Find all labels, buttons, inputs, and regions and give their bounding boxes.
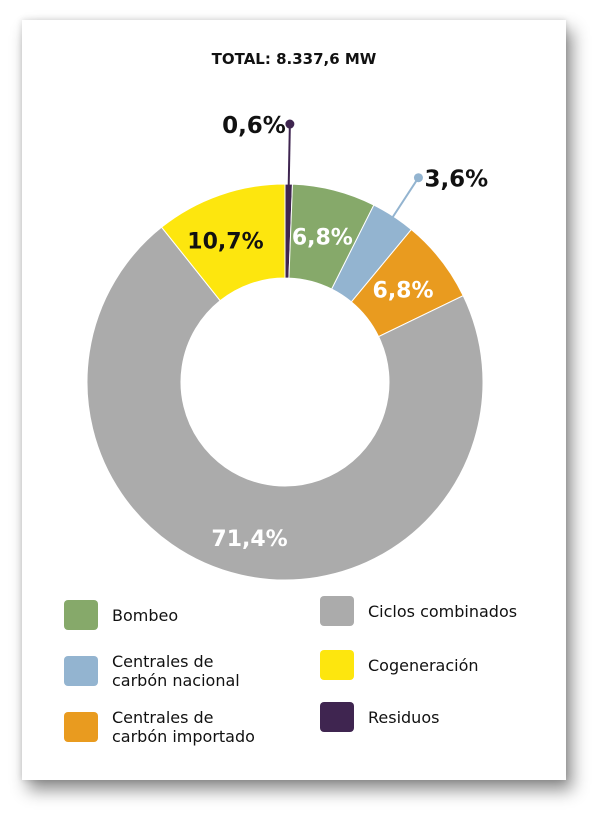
data-label-ciclos-combinados: 71,4% [211,527,287,552]
legend-item-bombeo: Bombeo [64,600,302,630]
legend-label-carbon-importado: Centrales de carbón importado [112,708,255,746]
leader-dot-centrales-de-carbon-nacional [413,173,423,183]
legend-item-cogeneracion: Cogeneración [320,650,558,680]
chart-title: TOTAL: 8.337,6 MW [211,50,377,68]
leader-line-centrales-de-carbon-nacional [389,177,420,222]
leader-line-residuos [287,124,291,191]
legend-swatch-carbon-importado [64,712,98,742]
legend-item-residuos: Residuos [320,702,558,732]
slice-ciclos-combinados [86,226,484,580]
legend-swatch-bombeo [64,600,98,630]
legend-item-carbon-importado: Centrales de carbón importado [64,708,302,746]
legend-swatch-residuos [320,702,354,732]
donut-chart: 0,6% 6,8% 3,6% 6,8% 71,4% 10,7% [86,113,488,580]
leader-dot-residuos [285,119,295,129]
data-label-centrales-de-carbon-importado: 6,8% [373,278,434,303]
legend-label-residuos: Residuos [368,707,440,727]
data-label-cogeneracion: 10,7% [187,229,263,254]
legend-swatch-carbon-nacional [64,656,98,686]
slice-cogeneracion [160,183,286,302]
legend-label-cogeneracion: Cogeneración [368,655,479,675]
chart-card: TOTAL: 8.337,6 MW 0,6% 6,8% 3,6% 6,8% 71,4% 1… [22,20,566,780]
data-label-bombeo: 6,8% [292,226,353,251]
data-label-residuos: 0,6% [222,113,286,139]
legend-swatch-ciclos-combinados [320,596,354,626]
data-label-centrales-de-carbon-nacional: 3,6% [424,167,488,193]
legend-label-carbon-nacional: Centrales de carbón nacional [112,652,240,690]
legend-item-ciclos-combinados: Ciclos combinados [320,596,558,626]
legend-swatch-cogeneracion [320,650,354,680]
legend-label-bombeo: Bombeo [112,605,179,625]
legend-item-carbon-nacional: Centrales de carbón nacional [64,652,302,690]
legend-label-ciclos-combinados: Ciclos combinados [368,601,518,621]
